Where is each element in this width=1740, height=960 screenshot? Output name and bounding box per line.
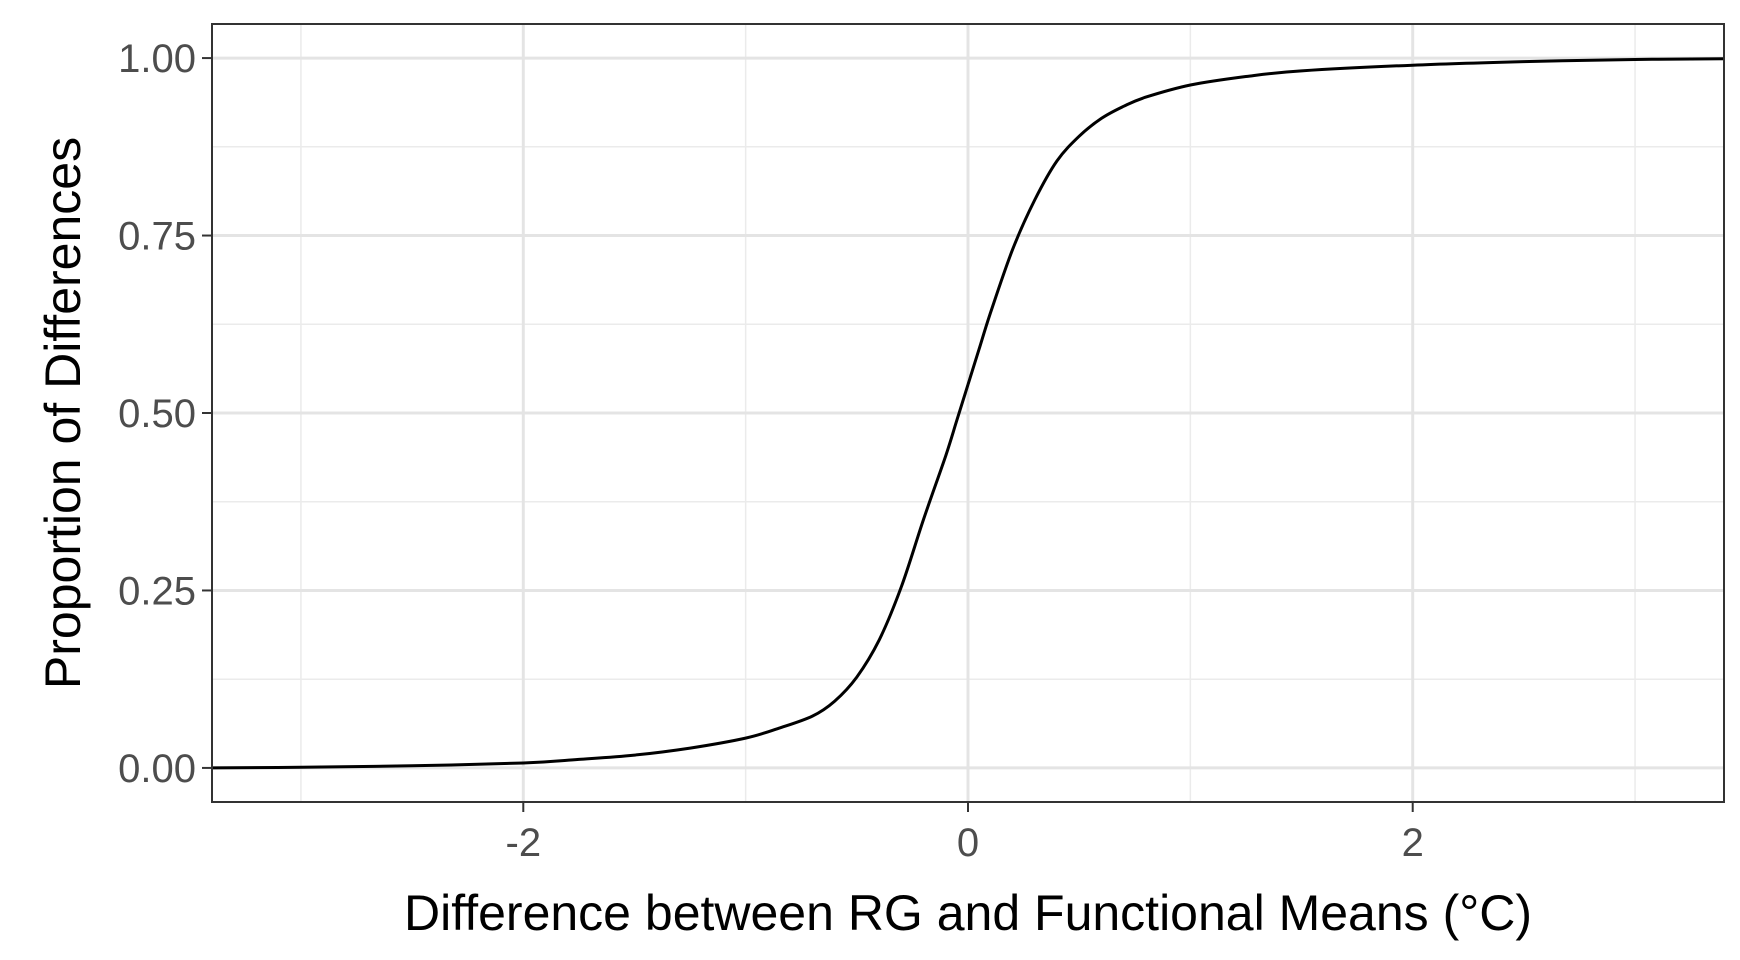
major-gridlines [212, 24, 1724, 802]
series-layer [211, 57, 1725, 770]
y-tick-label: 0.25 [118, 569, 196, 613]
axis-ticks [202, 57, 1414, 812]
x-axis-title: Difference between RG and Functional Mea… [404, 885, 1532, 941]
y-axis-title: Proportion of Differences [35, 137, 91, 689]
y-tick-label: 0.75 [118, 215, 196, 259]
ecdf-line [211, 57, 1725, 770]
x-tick-label: -2 [506, 821, 542, 865]
y-tick-label: 1.00 [118, 37, 196, 81]
x-tick-label: 0 [957, 821, 979, 865]
tick-labels: -2 0 2 0.00 0.25 0.50 0.75 1.00 [118, 37, 1424, 865]
y-tick-label: 0.00 [118, 747, 196, 791]
x-tick-label: 2 [1402, 821, 1424, 865]
y-tick-label: 0.50 [118, 392, 196, 436]
